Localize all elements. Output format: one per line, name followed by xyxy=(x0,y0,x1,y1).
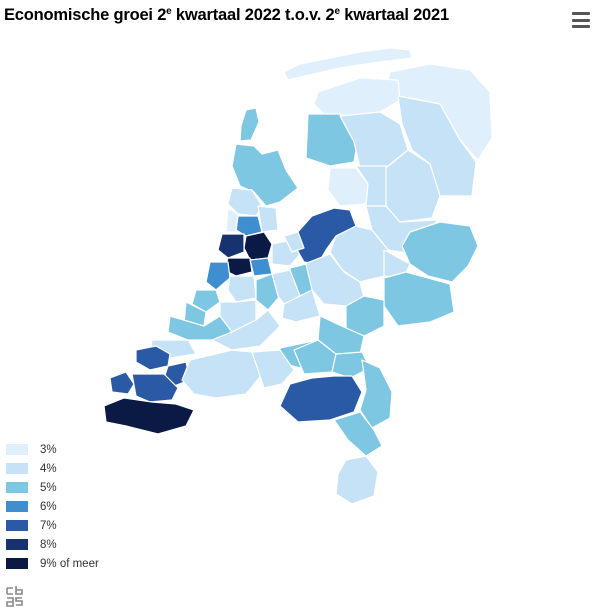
region-haarlem[interactable] xyxy=(217,233,245,259)
legend-label: 7% xyxy=(40,519,57,532)
region-ijmond[interactable] xyxy=(225,207,239,233)
region-zuid-limburg[interactable] xyxy=(335,455,379,505)
legend-item[interactable]: 6% xyxy=(6,497,99,516)
legend-label: 9% of meer xyxy=(40,557,99,570)
region-leiden[interactable] xyxy=(205,261,231,291)
hamburger-menu-icon[interactable] xyxy=(572,12,590,28)
cbs-logo-icon[interactable] xyxy=(4,584,26,610)
region-zuidoost-brabant[interactable] xyxy=(279,375,363,423)
legend-swatch xyxy=(6,444,28,455)
region-den-haag[interactable] xyxy=(191,289,221,313)
region-midden-limburg[interactable] xyxy=(333,411,383,457)
region-almere[interactable] xyxy=(283,231,305,253)
legend-item[interactable]: 7% xyxy=(6,516,99,535)
legend: 3% 4% 5% 6% 7% 8% 9% of meer xyxy=(6,440,99,573)
region-beveland[interactable] xyxy=(131,373,179,403)
region-west-brabant[interactable] xyxy=(181,349,265,399)
region-alphen[interactable] xyxy=(227,275,257,303)
region-wadden-islands[interactable] xyxy=(283,47,413,81)
region-waterland[interactable] xyxy=(257,205,279,233)
region-noord-limburg[interactable] xyxy=(359,359,393,429)
region-achterhoek[interactable] xyxy=(383,271,455,327)
legend-swatch xyxy=(6,501,28,512)
legend-label: 6% xyxy=(40,500,57,513)
legend-swatch xyxy=(6,520,28,531)
legend-swatch xyxy=(6,463,28,474)
region-friesland-west[interactable] xyxy=(305,113,359,167)
legend-label: 3% xyxy=(40,443,57,456)
legend-swatch xyxy=(6,482,28,493)
region-amsterdam[interactable] xyxy=(243,231,273,261)
legend-label: 8% xyxy=(40,538,57,551)
legend-item[interactable]: 5% xyxy=(6,478,99,497)
region-friesland-noord[interactable] xyxy=(313,77,401,117)
region-groningen-oost[interactable] xyxy=(397,95,477,197)
region-noord-holland-noord[interactable] xyxy=(231,143,299,207)
region-texel[interactable] xyxy=(239,107,260,142)
region-oss[interactable] xyxy=(331,351,371,379)
legend-item[interactable]: 3% xyxy=(6,440,99,459)
legend-swatch xyxy=(6,539,28,550)
region-zeeuws-vlaanderen[interactable] xyxy=(103,397,195,435)
legend-item[interactable]: 9% of meer xyxy=(6,554,99,573)
legend-item[interactable]: 8% xyxy=(6,535,99,554)
region-walcheren[interactable] xyxy=(109,371,135,395)
legend-swatch xyxy=(6,558,28,569)
chart-title: Economische groei 2e kwartaal 2022 t.o.v… xyxy=(4,6,449,24)
legend-label: 4% xyxy=(40,462,57,475)
region-drechtsteden[interactable] xyxy=(211,309,281,351)
region-twente[interactable] xyxy=(401,221,479,283)
region-amstelland[interactable] xyxy=(249,257,273,277)
legend-label: 5% xyxy=(40,481,57,494)
region-midden-brabant[interactable] xyxy=(251,349,295,389)
region-utrecht-zuid[interactable] xyxy=(281,289,321,323)
legend-item[interactable]: 4% xyxy=(6,459,99,478)
